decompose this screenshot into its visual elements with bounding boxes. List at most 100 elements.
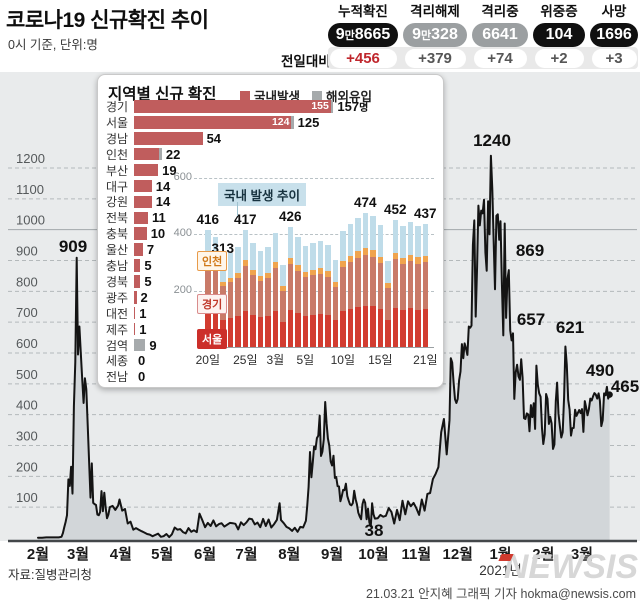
domestic-bar: [134, 179, 152, 193]
value-part: 9: [335, 26, 345, 43]
stacked-bar-24: [385, 260, 391, 347]
y-tick-label: 500: [16, 367, 38, 382]
segment-인천: [377, 256, 384, 264]
stat-value-pill: 9만328: [403, 23, 467, 47]
region-total: 5: [144, 258, 152, 273]
segment-인천: [385, 283, 391, 288]
segment-경기: [407, 261, 414, 309]
segment-기타: [287, 226, 294, 259]
region-total: 0: [138, 369, 146, 385]
value-part: 104: [545, 26, 573, 43]
segment-기타: [280, 265, 286, 287]
segment-경기: [392, 259, 399, 308]
newsis-logo: NEWSIS: [498, 550, 638, 584]
segment-기타: [205, 229, 211, 261]
segment-기타: [250, 243, 256, 271]
value-part: 328: [431, 26, 458, 43]
domestic-bar: [134, 227, 147, 240]
region-name: 충남: [106, 259, 129, 273]
segment-인천: [220, 281, 226, 287]
segment-인천: [227, 277, 234, 283]
inner-x-tick: 5일: [296, 353, 315, 367]
region-total: 19: [162, 162, 177, 178]
segment-기타: [332, 259, 339, 283]
segment-경기: [272, 268, 279, 312]
region-name: 인천: [106, 147, 129, 162]
segment-경기: [212, 271, 219, 313]
inner-x-tick: 3월: [266, 353, 285, 367]
segment-인천: [422, 256, 429, 263]
segment-인천: [392, 252, 399, 260]
domestic-bar: [134, 259, 141, 272]
segment-인천: [235, 272, 241, 278]
region-name: 경기: [106, 100, 129, 114]
region-row-경기: 경기 155 157명: [106, 99, 438, 114]
region-bars: 124 125: [134, 115, 319, 130]
segment-경기: [310, 274, 316, 315]
delta-value: +3: [591, 48, 637, 68]
segment-인천: [287, 258, 294, 265]
stat-col-5: 사망 1696: [590, 3, 638, 47]
segment-인천: [257, 275, 264, 281]
segment-서울: [295, 312, 301, 347]
stacked-bar-14: [310, 242, 316, 347]
segment-경기: [325, 276, 331, 316]
region-bars: 11: [134, 210, 166, 225]
stacked-bar-18: [340, 230, 346, 347]
segment-서울: [392, 307, 399, 347]
stacked-bar-9: [272, 232, 279, 347]
region-row-인천: 인천 22: [106, 147, 438, 162]
segment-경기: [287, 264, 294, 310]
segment-서울: [205, 310, 211, 347]
delta-value: +379: [404, 48, 466, 68]
region-row-경남: 경남 54: [106, 131, 438, 146]
value-part: 8665: [354, 26, 391, 43]
segment-기타: [385, 260, 391, 284]
peak-label-869: 869: [516, 241, 544, 260]
last-point-dot: [606, 391, 613, 398]
region-name: 경남: [106, 131, 129, 146]
segment-인천: [347, 255, 354, 262]
segment-경기: [295, 270, 301, 313]
segment-기타: [377, 225, 384, 257]
peak-label-657: 657: [517, 310, 545, 329]
region-bars: 5: [134, 258, 152, 273]
month-label: 10월: [358, 546, 389, 563]
peak-label-465: 465: [611, 377, 639, 396]
domestic-bar: 124: [134, 116, 292, 129]
stacked-bar-23: [377, 225, 384, 347]
region-bars: 5: [134, 273, 152, 289]
inner-y-label: 400: [173, 227, 192, 240]
region-bars: 54: [134, 131, 221, 146]
delta-value: +74: [473, 48, 527, 68]
segment-서울: [242, 310, 249, 347]
stats-row: 누적확진 9만8665 격리해제 9만328 격리중 6641 위중증 104 사망 1696: [328, 3, 638, 47]
segment-경기: [422, 262, 429, 309]
imported-bar: [159, 147, 162, 161]
peak-label-909: 909: [59, 237, 87, 256]
month-label: 7월: [235, 546, 257, 563]
segment-경기: [227, 282, 234, 318]
region-name: 부산: [106, 163, 129, 178]
segment-서울: [287, 309, 294, 347]
area-fill: [38, 155, 610, 540]
delta-cell-5: +3: [590, 47, 638, 69]
segment-경기: [362, 254, 369, 306]
stat-value-pill: 9만8665: [328, 23, 398, 47]
segment-인천: [317, 268, 324, 274]
region-name: 검역: [106, 338, 129, 353]
stacked-bar-22: [370, 216, 376, 347]
region-total: 157명: [337, 99, 369, 114]
page-title: 코로나19 신규확진 추이: [6, 9, 209, 32]
stacked-bar-20: [355, 217, 361, 347]
segment-기타: [415, 225, 421, 258]
region-row-서울: 서울 124 125: [106, 115, 438, 130]
region-total: 5: [144, 273, 152, 289]
legend-swatch: [240, 90, 250, 101]
region-row-세종: 세종 0: [106, 353, 438, 368]
region-bars: 2: [134, 290, 148, 305]
stacked-bar-8: [265, 246, 271, 347]
segment-서울: [385, 320, 391, 347]
segment-인천: [400, 257, 406, 264]
segment-서울: [370, 306, 376, 347]
